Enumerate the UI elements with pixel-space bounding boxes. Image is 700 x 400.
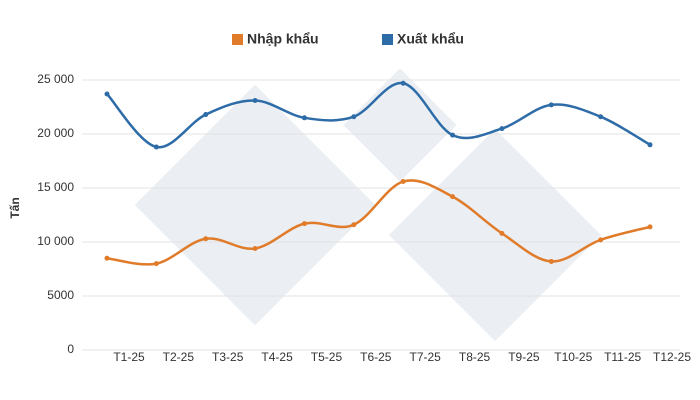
data-point (203, 236, 209, 242)
legend-label: Xuất khẩu (397, 31, 464, 47)
x-tick-label: T4-25 (261, 350, 293, 364)
data-point (450, 132, 456, 138)
y-tick-label: 20 000 (37, 126, 74, 140)
x-tick-label: T9-25 (508, 350, 540, 364)
data-point (647, 142, 653, 148)
data-point (252, 245, 258, 251)
data-point (351, 114, 357, 120)
data-point (548, 258, 554, 264)
x-tick-label: T1-25 (113, 350, 145, 364)
data-point (400, 179, 406, 185)
y-tick-label: 10 000 (37, 234, 74, 248)
x-tick-label: T5-25 (311, 350, 343, 364)
data-point (499, 230, 505, 236)
data-point (104, 255, 110, 261)
data-point (153, 144, 159, 150)
x-tick-label: T11-25 (604, 350, 641, 364)
y-tick-label: 15 000 (37, 180, 74, 194)
y-tick-label: 0 (67, 342, 74, 356)
x-tick-label: T6-25 (360, 350, 392, 364)
series-line (106, 179, 651, 266)
y-axis-title: Tấn (8, 197, 22, 218)
data-point (301, 115, 307, 121)
data-point (598, 237, 604, 243)
legend-swatch (382, 34, 393, 45)
data-point (351, 222, 357, 228)
data-point (301, 221, 307, 227)
data-point (548, 102, 554, 108)
data-point (400, 80, 406, 86)
y-tick-label: 25 000 (37, 72, 74, 86)
x-tick-label: T3-25 (212, 350, 244, 364)
x-tick-label: T10-25 (554, 350, 592, 364)
x-tick-label: T7-25 (410, 350, 442, 364)
x-tick-label: T8-25 (459, 350, 491, 364)
legend-label: Nhập khẩu (247, 31, 319, 47)
data-point (647, 224, 653, 230)
y-tick-label: 5000 (47, 288, 74, 302)
data-point (153, 261, 159, 267)
data-point (450, 194, 456, 200)
data-point (203, 112, 209, 118)
data-point (598, 114, 604, 120)
data-point (252, 98, 258, 104)
data-point (499, 126, 505, 132)
legend-swatch (232, 34, 243, 45)
x-tick-label: T12-25 (653, 350, 691, 364)
watermark (134, 68, 602, 342)
x-tick-label: T2-25 (163, 350, 195, 364)
data-point (104, 91, 110, 97)
